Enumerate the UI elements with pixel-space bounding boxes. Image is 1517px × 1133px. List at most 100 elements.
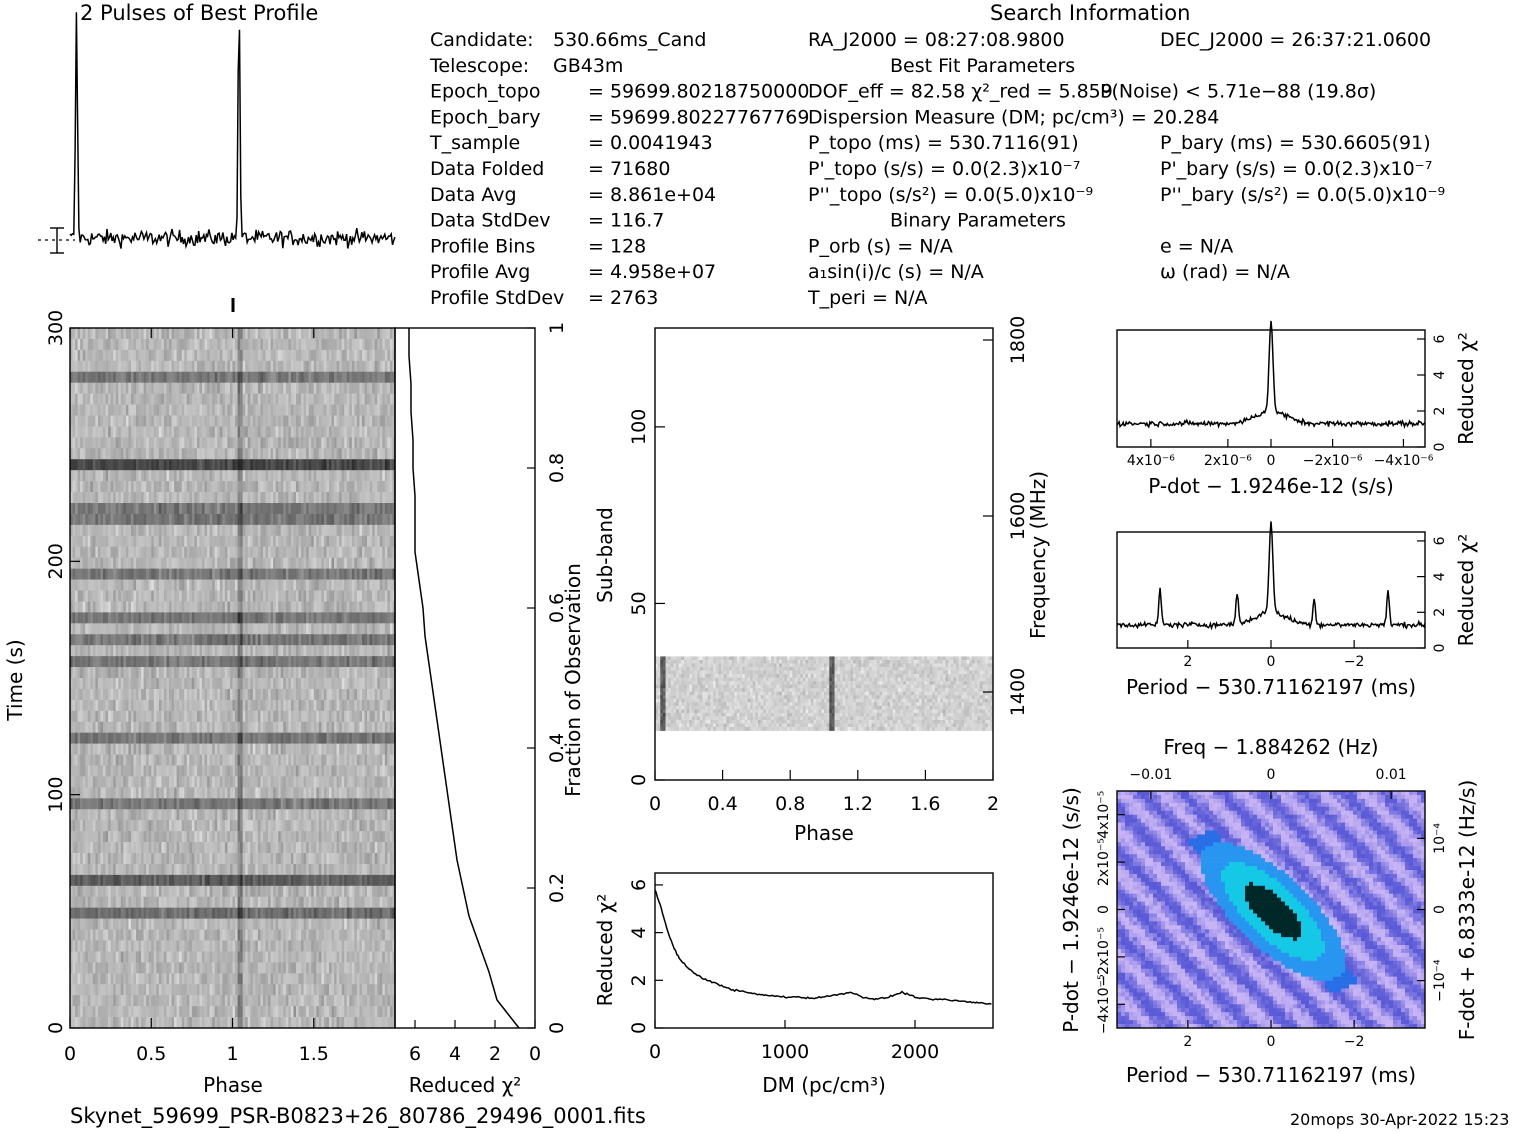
heatmap-cell <box>131 481 134 492</box>
heatmap-cell <box>136 722 139 733</box>
heatmap-cell <box>377 514 380 525</box>
heatmap-cell <box>83 678 86 689</box>
heatmap-cell <box>128 514 131 525</box>
heatmap-cell <box>187 711 190 722</box>
heatmap-cell <box>260 569 263 580</box>
heatmap-cell <box>220 481 223 492</box>
heatmap-cell <box>100 503 103 514</box>
heatmap-cell <box>187 591 190 602</box>
heatmap-cell <box>227 591 230 602</box>
heatmap-cell <box>154 547 157 558</box>
heatmap-cell <box>372 601 375 612</box>
heatmap-cell <box>390 361 393 372</box>
heatmap-cell <box>316 448 319 459</box>
heatmap-cell <box>133 580 136 591</box>
heatmap-cell <box>207 459 210 470</box>
heatmap-cell <box>326 383 329 394</box>
heatmap-cell <box>85 645 88 656</box>
heatmap-cell <box>316 361 319 372</box>
heatmap-cell <box>139 416 142 427</box>
heatmap-cell <box>273 612 276 623</box>
heatmap-cell <box>169 405 172 416</box>
heatmap-cell <box>230 470 233 481</box>
heatmap-cell <box>230 361 233 372</box>
heatmap-cell <box>377 525 380 536</box>
heatmap-cell <box>194 711 197 722</box>
heatmap-cell <box>293 437 296 448</box>
heatmap-cell <box>248 645 251 656</box>
heatmap-cell <box>98 492 101 503</box>
heatmap-cell <box>329 601 332 612</box>
heatmap-cell <box>85 689 88 700</box>
heatmap-cell <box>215 591 218 602</box>
heatmap-cell <box>205 623 208 634</box>
heatmap-cell <box>133 612 136 623</box>
heatmap-cell <box>283 525 286 536</box>
heatmap-cell <box>309 448 312 459</box>
heatmap-cell <box>80 547 83 558</box>
heatmap-cell <box>215 437 218 448</box>
heatmap-cell <box>197 437 200 448</box>
heatmap-cell <box>202 350 205 361</box>
heatmap-cell <box>255 514 258 525</box>
heatmap-cell <box>233 350 236 361</box>
heatmap-cell <box>326 667 329 678</box>
heatmap-cell <box>324 700 327 711</box>
heatmap-cell <box>151 383 154 394</box>
heatmap-cell <box>149 437 152 448</box>
heatmap-cell <box>296 569 299 580</box>
heatmap-cell <box>337 580 340 591</box>
heatmap-cell <box>260 558 263 569</box>
heatmap-cell <box>215 733 218 744</box>
heatmap-cell <box>319 711 322 722</box>
heatmap-cell <box>199 361 202 372</box>
heatmap-cell <box>131 733 134 744</box>
heatmap-cell <box>149 645 152 656</box>
heatmap-cell <box>121 711 124 722</box>
heatmap-cell <box>220 612 223 623</box>
heatmap-cell <box>141 591 144 602</box>
heatmap-cell <box>316 722 319 733</box>
heatmap-cell <box>347 328 350 339</box>
heatmap-cell <box>385 547 388 558</box>
heatmap-cell <box>154 525 157 536</box>
heatmap-cell <box>258 372 261 383</box>
heatmap-cell <box>144 689 147 700</box>
heatmap-cell <box>387 612 390 623</box>
heatmap-cell <box>326 711 329 722</box>
heatmap-cell <box>88 448 91 459</box>
heatmap-cell <box>319 492 322 503</box>
heatmap-cell <box>108 459 111 470</box>
heatmap-cell <box>271 350 274 361</box>
heatmap-cell <box>263 634 266 645</box>
heatmap-cell <box>258 492 261 503</box>
heatmap-cell <box>349 470 352 481</box>
heatmap-cell <box>296 470 299 481</box>
heatmap-cell <box>225 678 228 689</box>
heatmap-cell <box>266 744 269 755</box>
heatmap-cell <box>245 525 248 536</box>
heatmap-cell <box>233 503 236 514</box>
heatmap-cell <box>207 645 210 656</box>
heatmap-cell <box>172 394 175 405</box>
heatmap-cell <box>141 667 144 678</box>
heatmap-cell <box>164 623 167 634</box>
heatmap-cell <box>123 339 126 350</box>
heatmap-cell <box>205 525 208 536</box>
heatmap-cell <box>291 328 294 339</box>
heatmap-cell <box>354 426 357 437</box>
heatmap-cell <box>273 667 276 678</box>
heatmap-cell <box>370 503 373 514</box>
heatmap-cell <box>225 372 228 383</box>
heatmap-cell <box>377 569 380 580</box>
heatmap-cell <box>106 339 109 350</box>
heatmap-cell <box>263 470 266 481</box>
heatmap-cell <box>334 558 337 569</box>
heatmap-cell <box>164 558 167 569</box>
heatmap-cell <box>83 711 86 722</box>
heatmap-cell <box>85 448 88 459</box>
heatmap-cell <box>337 667 340 678</box>
heatmap-cell <box>286 328 289 339</box>
heatmap-cell <box>268 481 271 492</box>
heatmap-cell <box>266 623 269 634</box>
